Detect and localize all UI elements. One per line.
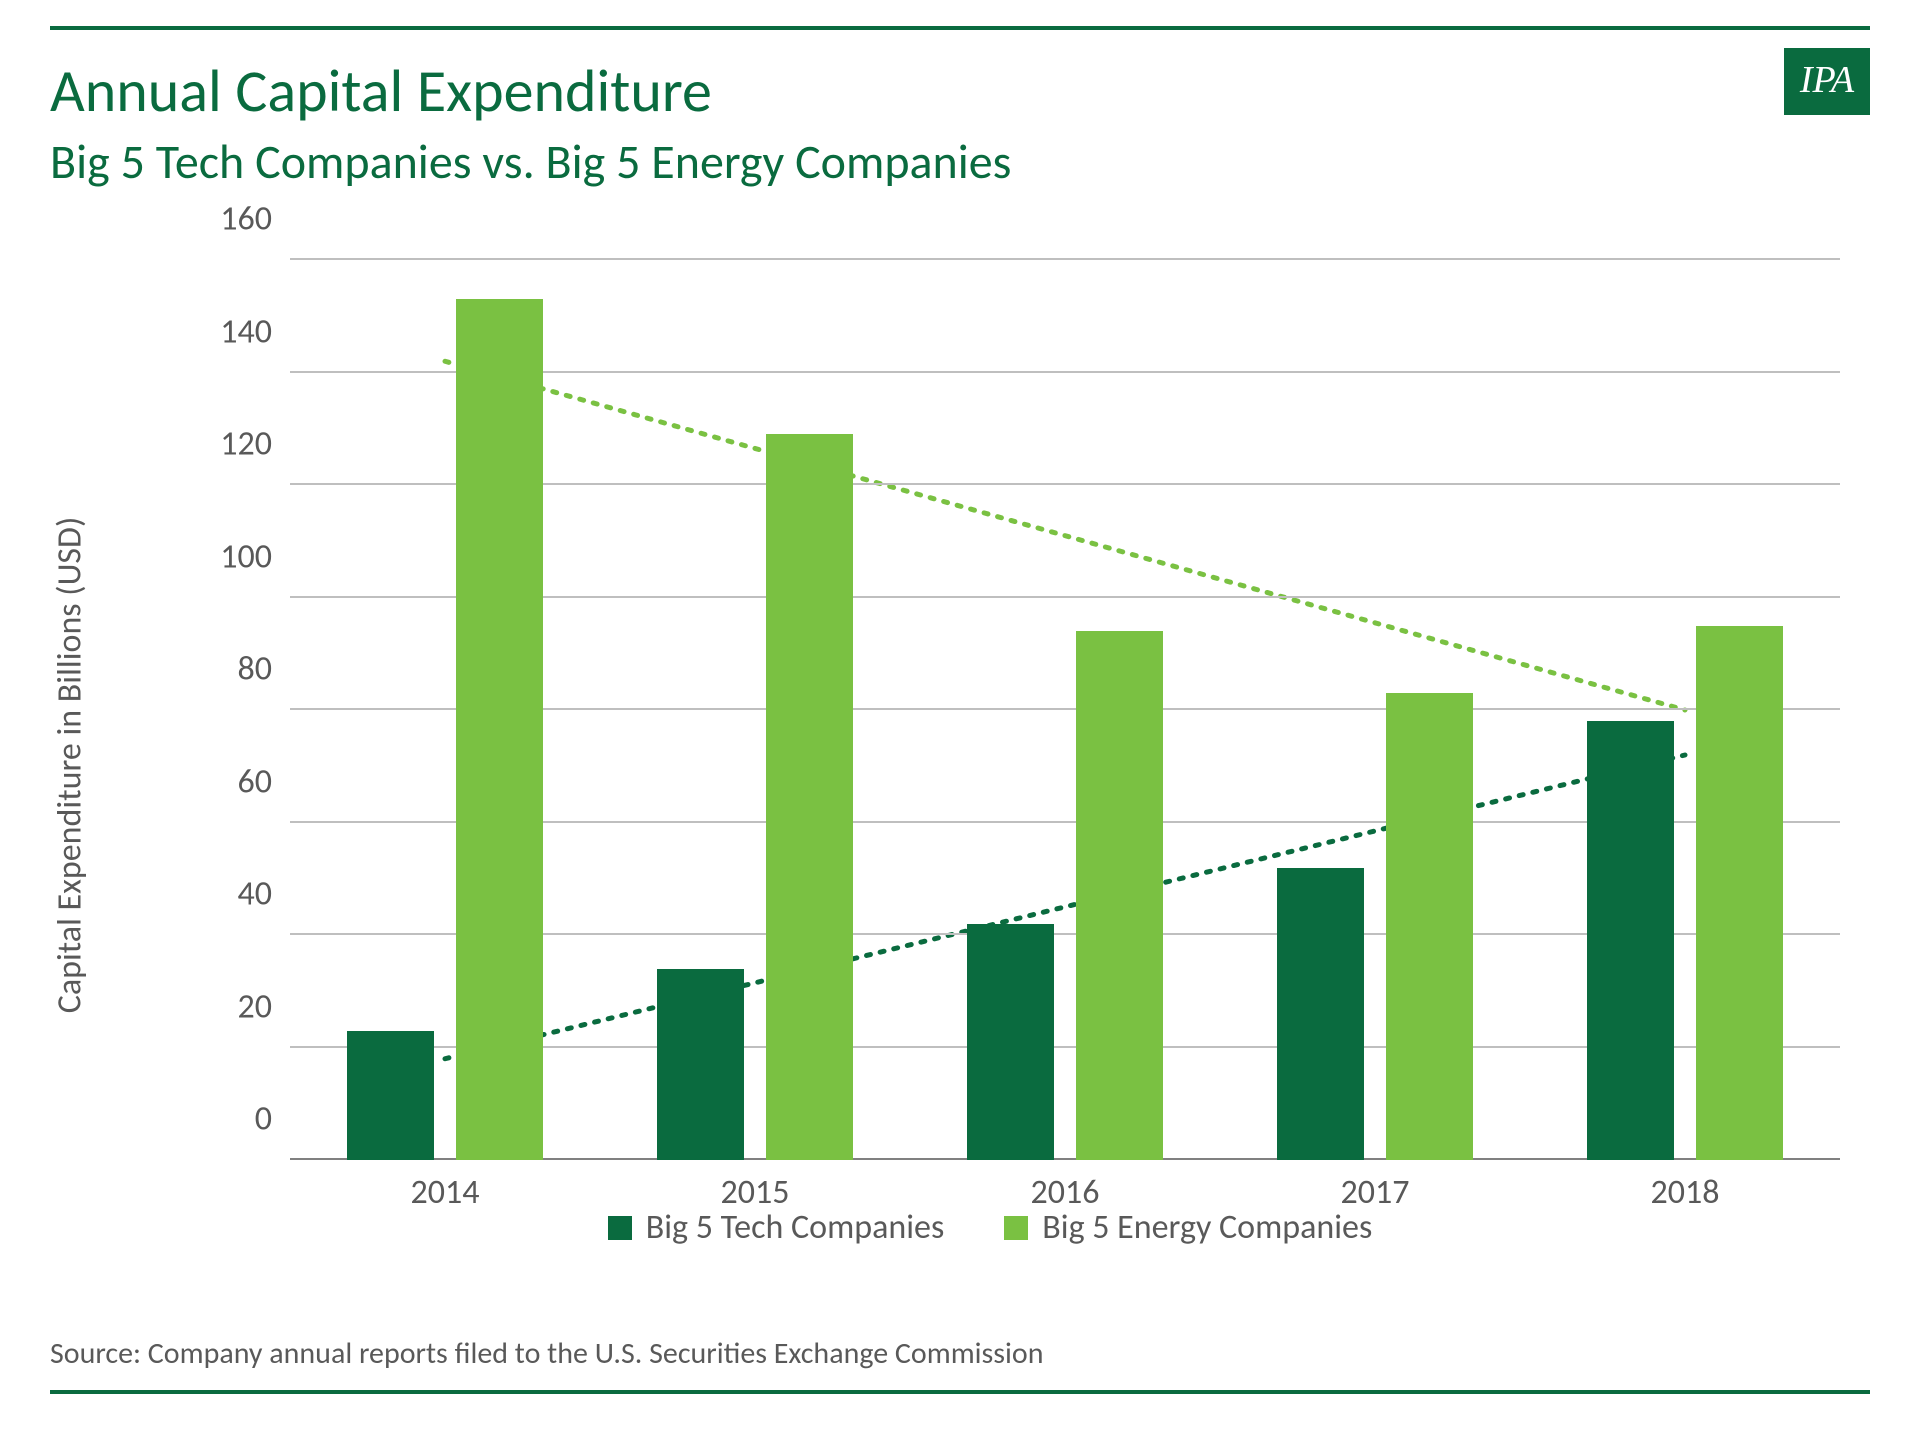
y-tick-label: 80 — [238, 649, 272, 690]
y-tick-label: 120 — [220, 424, 272, 465]
y-tick-label: 100 — [220, 536, 272, 577]
legend-label: Big 5 Tech Companies — [646, 1207, 945, 1248]
bar — [1587, 721, 1674, 1160]
capex-chart: Capital Expenditure in Billions (USD) 02… — [140, 260, 1840, 1270]
legend-swatch — [1004, 1216, 1028, 1240]
legend-swatch — [608, 1216, 632, 1240]
slide-frame: IPA Annual Capital Expenditure Big 5 Tec… — [50, 26, 1870, 1394]
bar — [1696, 626, 1783, 1160]
trendline — [445, 755, 1685, 1059]
source-text: Source: Company annual reports filed to … — [50, 1335, 1043, 1372]
bar — [347, 1031, 434, 1160]
bar — [1076, 631, 1163, 1160]
ipa-logo: IPA — [1784, 48, 1870, 118]
y-tick-label: 160 — [220, 199, 272, 240]
legend-item: Big 5 Tech Companies — [608, 1207, 945, 1248]
y-tick-label: 0 — [255, 1099, 272, 1140]
legend-label: Big 5 Energy Companies — [1042, 1207, 1372, 1248]
y-tick-label: 40 — [238, 874, 272, 915]
bar — [1386, 693, 1473, 1160]
slide-title: Annual Capital Expenditure — [50, 60, 712, 123]
bar — [657, 969, 744, 1160]
slide-subtitle: Big 5 Tech Companies vs. Big 5 Energy Co… — [50, 132, 1011, 191]
y-tick-label: 140 — [220, 311, 272, 352]
bar — [766, 434, 853, 1160]
bar — [456, 299, 543, 1160]
bar — [1277, 868, 1364, 1161]
chart-legend: Big 5 Tech Companies Big 5 Energy Compani… — [140, 1207, 1840, 1248]
gridline — [290, 258, 1840, 260]
y-axis-label: Capital Expenditure in Billions (USD) — [50, 517, 91, 1014]
y-tick-label: 60 — [238, 761, 272, 802]
plot-area: 0204060801001201401602014201520162017201… — [290, 260, 1840, 1160]
bar — [967, 924, 1054, 1160]
trendline — [445, 361, 1685, 710]
legend-item: Big 5 Energy Companies — [1004, 1207, 1372, 1248]
y-tick-label: 20 — [238, 986, 272, 1027]
